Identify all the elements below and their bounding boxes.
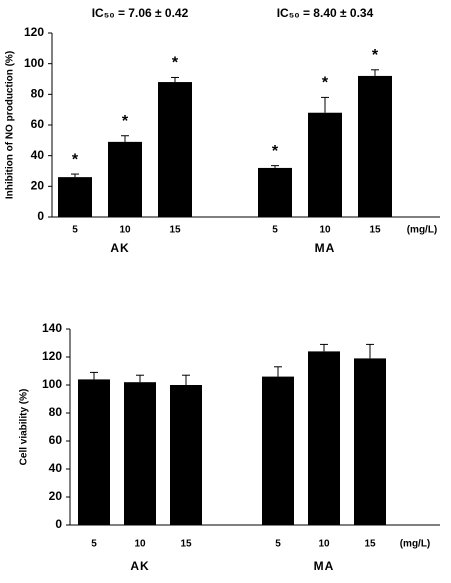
y-tick-label: 120 <box>24 25 44 39</box>
y-tick-label: 100 <box>24 56 44 70</box>
bar <box>258 167 292 217</box>
significance-mark: * <box>372 47 379 64</box>
x-tick-label: 15 <box>180 539 192 550</box>
group-label: AK <box>130 559 149 573</box>
significance-mark: * <box>322 75 329 92</box>
y-tick-label: 0 <box>37 209 44 223</box>
x-tick-label: 10 <box>134 539 146 550</box>
x-tick-label: 15 <box>169 225 181 236</box>
y-tick-label: 40 <box>49 461 63 475</box>
annotation: IC₅₀ = 8.40 ± 0.34 <box>277 6 374 20</box>
x-tick-label: 10 <box>318 539 330 550</box>
bar <box>108 141 142 217</box>
y-tick-label: 0 <box>55 517 62 531</box>
x-unit-label: (mg/L) <box>400 539 431 550</box>
x-tick-label: 5 <box>272 225 278 236</box>
bar <box>308 112 342 217</box>
bar <box>358 75 392 217</box>
bar <box>158 82 192 217</box>
y-tick-label: 60 <box>31 117 45 131</box>
bar <box>354 358 386 525</box>
x-tick-label: 15 <box>369 225 381 236</box>
x-tick-label: 5 <box>275 539 281 550</box>
y-axis-label: Cell viability (%) <box>19 389 30 466</box>
annotation: IC₅₀ = 7.06 ± 0.42 <box>92 6 189 20</box>
bar <box>308 351 340 525</box>
x-unit-label: (mg/L) <box>407 225 438 236</box>
bar <box>170 385 202 525</box>
x-tick-label: 10 <box>319 225 331 236</box>
bar <box>124 382 156 525</box>
group-label: MA <box>314 559 335 573</box>
x-tick-label: 5 <box>72 225 78 236</box>
bar <box>262 376 294 525</box>
group-label: MA <box>315 241 336 255</box>
y-axis-label: Inhibition of NO production (%) <box>5 51 16 199</box>
significance-mark: * <box>272 143 279 160</box>
y-tick-label: 80 <box>31 87 45 101</box>
y-tick-label: 100 <box>42 377 62 391</box>
y-tick-label: 20 <box>31 179 45 193</box>
group-label: AK <box>110 241 129 255</box>
x-tick-label: 5 <box>91 539 97 550</box>
bar <box>58 177 92 217</box>
x-tick-label: 10 <box>119 225 131 236</box>
significance-mark: * <box>72 151 79 168</box>
y-tick-label: 140 <box>42 321 62 335</box>
bar <box>78 379 110 525</box>
y-tick-label: 80 <box>49 405 63 419</box>
y-tick-label: 60 <box>49 433 63 447</box>
significance-mark: * <box>172 55 179 72</box>
significance-mark: * <box>122 113 129 130</box>
y-tick-label: 120 <box>42 349 62 363</box>
x-tick-label: 15 <box>364 539 376 550</box>
y-tick-label: 40 <box>31 148 45 162</box>
y-tick-label: 20 <box>49 489 63 503</box>
